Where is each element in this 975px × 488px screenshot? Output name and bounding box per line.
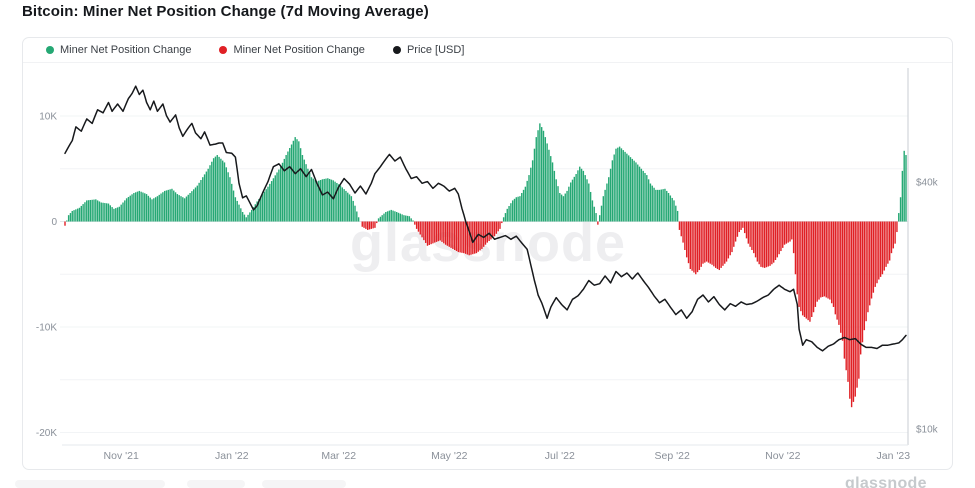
right-axis-tick: $10k (916, 424, 939, 435)
x-axis-tick: Jan '22 (215, 450, 249, 462)
footer-cut-text (187, 480, 245, 488)
left-axis-tick: 10K (39, 112, 57, 123)
footer-cut-text (15, 480, 165, 488)
x-axis-tick: Jul '22 (545, 450, 575, 462)
glassnode-logo: glassnode (845, 476, 927, 488)
black-dot-icon (392, 46, 401, 54)
page-title: Bitcoin: Miner Net Position Change (7d M… (22, 3, 429, 20)
legend-item-miner-net-position-negative[interactable]: Miner Net Position Change (219, 44, 365, 56)
left-axis-tick: -10K (36, 323, 57, 334)
left-axis-tick: -20K (36, 428, 57, 439)
legend-label: Miner Net Position Change (233, 44, 365, 56)
x-axis-tick: Nov '22 (765, 450, 800, 462)
right-axis-tick: $40k (916, 178, 939, 189)
x-axis-tick: May '22 (431, 450, 468, 462)
red-dot-icon (219, 46, 228, 54)
x-axis-tick: Jan '23 (877, 450, 911, 462)
x-axis-tick: Sep '22 (655, 450, 690, 462)
legend-item-miner-net-position-positive[interactable]: Miner Net Position Change (46, 44, 191, 56)
left-axis-tick: 0 (51, 217, 57, 228)
x-axis-tick: Nov '21 (104, 450, 139, 462)
x-axis-tick: Mar '22 (321, 450, 356, 462)
footer-cut-text (262, 480, 346, 488)
legend-label: Miner Net Position Change (60, 44, 192, 56)
chart-legend: Miner Net Position Change Miner Net Posi… (23, 38, 952, 63)
legend-label: Price [USD] (406, 44, 465, 56)
legend-item-price-usd[interactable]: Price [USD] (392, 44, 465, 56)
green-dot-icon (46, 46, 54, 54)
